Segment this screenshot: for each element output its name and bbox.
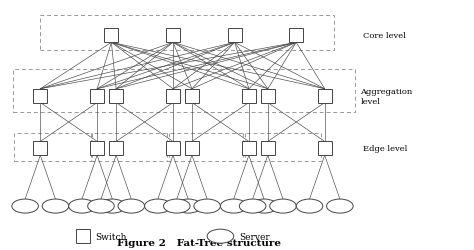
Text: Edge level: Edge level (363, 145, 407, 153)
Circle shape (88, 199, 114, 213)
Circle shape (270, 199, 296, 213)
FancyBboxPatch shape (318, 89, 332, 103)
Circle shape (251, 199, 277, 213)
FancyBboxPatch shape (109, 89, 123, 103)
Text: Figure 2   Fat-Tree structure: Figure 2 Fat-Tree structure (117, 238, 281, 248)
FancyBboxPatch shape (109, 142, 123, 156)
Circle shape (239, 199, 266, 213)
Circle shape (164, 199, 190, 213)
FancyBboxPatch shape (261, 89, 275, 103)
Circle shape (194, 199, 220, 213)
FancyBboxPatch shape (318, 142, 332, 156)
Text: Server: Server (239, 232, 270, 241)
Circle shape (118, 199, 145, 213)
Text: Core level: Core level (363, 32, 405, 40)
FancyBboxPatch shape (90, 89, 104, 103)
Circle shape (296, 199, 323, 213)
Text: Aggregation
level: Aggregation level (360, 88, 412, 105)
FancyBboxPatch shape (261, 142, 275, 156)
FancyBboxPatch shape (166, 29, 180, 43)
Circle shape (42, 199, 69, 213)
FancyBboxPatch shape (104, 29, 118, 43)
FancyBboxPatch shape (90, 142, 104, 156)
Circle shape (175, 199, 201, 213)
FancyBboxPatch shape (76, 230, 90, 243)
Circle shape (145, 199, 171, 213)
Circle shape (69, 199, 95, 213)
FancyBboxPatch shape (166, 89, 180, 103)
Circle shape (99, 199, 126, 213)
FancyBboxPatch shape (33, 142, 47, 156)
Circle shape (327, 199, 353, 213)
FancyBboxPatch shape (242, 142, 256, 156)
FancyBboxPatch shape (33, 89, 47, 103)
FancyBboxPatch shape (242, 89, 256, 103)
FancyBboxPatch shape (228, 29, 242, 43)
FancyBboxPatch shape (185, 89, 199, 103)
Circle shape (207, 229, 234, 243)
FancyBboxPatch shape (166, 142, 180, 156)
FancyBboxPatch shape (289, 29, 303, 43)
Circle shape (12, 199, 38, 213)
Text: Switch: Switch (96, 232, 127, 241)
FancyBboxPatch shape (185, 142, 199, 156)
Circle shape (220, 199, 247, 213)
